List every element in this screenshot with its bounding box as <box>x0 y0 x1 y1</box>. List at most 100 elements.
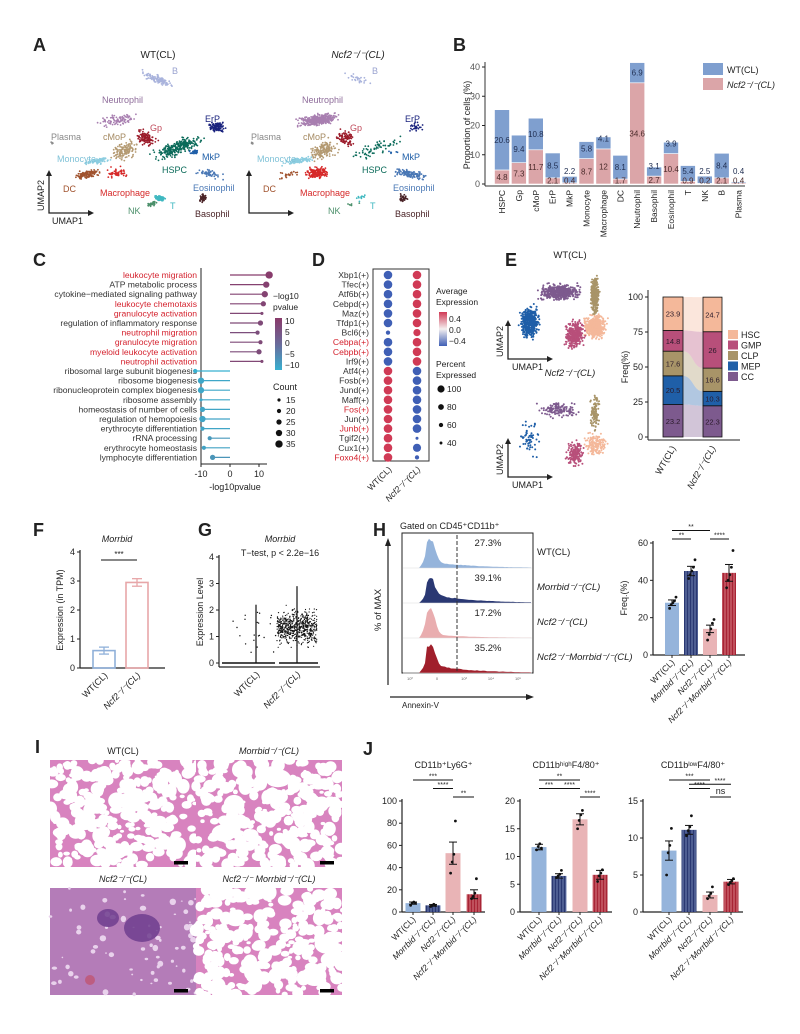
umap-point <box>97 168 99 171</box>
umap-cluster-hspc <box>352 135 402 160</box>
lollipop-dot <box>200 426 205 431</box>
umap-point <box>127 119 130 122</box>
arrow-icon <box>46 170 94 216</box>
umap-point <box>312 147 314 150</box>
dot-wt <box>383 347 393 357</box>
umap-cluster-hspc <box>149 136 206 162</box>
umap-point <box>601 323 604 326</box>
umap-point <box>125 174 128 177</box>
umap-point <box>526 316 529 319</box>
umap-point <box>309 166 311 169</box>
dot-ncf2 <box>412 405 422 414</box>
panel-label-b: B <box>453 35 466 55</box>
size-legend-dot <box>275 429 283 437</box>
umap-point <box>90 169 93 171</box>
umap-point <box>576 321 579 324</box>
umap-point <box>358 78 361 80</box>
umap-point <box>148 141 151 143</box>
umap-point <box>569 338 571 341</box>
umap-point <box>138 129 141 131</box>
umap-point <box>315 166 318 169</box>
umap-point <box>314 146 317 149</box>
umap-point <box>355 154 358 157</box>
umap-point <box>570 344 573 347</box>
umap-point <box>413 175 415 178</box>
dotplot-frame <box>372 268 430 462</box>
umap-point <box>85 161 88 164</box>
umap-point <box>199 200 202 203</box>
umap-point <box>531 316 534 318</box>
umap-point <box>169 82 172 84</box>
umap-point <box>130 143 133 145</box>
umap-cluster-label: Eosinophil <box>193 183 235 193</box>
umap-point <box>125 146 128 149</box>
umap-point <box>310 120 313 122</box>
umap-point <box>538 318 541 321</box>
umap-point <box>169 154 172 157</box>
umap-point <box>521 323 524 326</box>
umap-point <box>527 327 530 330</box>
x-tick-label: HSPC <box>497 190 507 214</box>
size-legend-label: 80 <box>447 402 457 412</box>
bar-value-label: 3.1 <box>649 162 661 171</box>
umap-cluster-label: HSPC <box>362 165 388 175</box>
umap-cluster-label: DC <box>63 184 76 194</box>
umap-point <box>128 138 131 141</box>
umap-point <box>83 174 86 177</box>
umap-cluster-label: Plasma <box>51 132 81 142</box>
umap-point <box>536 323 539 326</box>
umap-point <box>567 284 569 287</box>
umap-point <box>593 280 596 283</box>
umap-point <box>120 158 123 161</box>
umap-point <box>594 303 597 306</box>
go-term-label: neutrophil activation <box>121 356 198 366</box>
umap-point <box>138 139 141 141</box>
umap-point <box>204 197 207 199</box>
umap-point <box>124 115 127 118</box>
umap-point <box>373 148 376 151</box>
umap-point <box>532 328 535 330</box>
umap-point <box>161 196 164 199</box>
umap-point <box>117 172 120 175</box>
umap-point <box>380 146 382 149</box>
umap-point <box>171 85 173 87</box>
umap-point <box>316 169 319 172</box>
umap-point <box>525 314 528 317</box>
umap-point <box>344 140 347 143</box>
umap-point <box>211 170 214 172</box>
umap-point <box>350 137 353 140</box>
umap-point <box>597 323 600 325</box>
umap-point <box>120 172 123 175</box>
size-legend-dot <box>438 422 444 428</box>
umap-point <box>584 320 587 323</box>
umap-point <box>151 139 154 142</box>
umap-point <box>193 152 195 155</box>
umap-point <box>167 153 170 156</box>
umap-point <box>352 76 355 79</box>
umap-point <box>321 155 324 158</box>
umap-point <box>123 159 126 162</box>
x-axis-label: -log10pvalue <box>209 482 261 492</box>
umap-point <box>114 154 117 157</box>
umap-point <box>152 201 154 204</box>
umap-cluster-eosinophil <box>195 168 225 181</box>
umap-cluster-eosinophil <box>394 168 427 181</box>
bar-value-label: 0.2 <box>699 176 711 185</box>
umap-point <box>313 160 316 163</box>
umap-point <box>338 135 341 138</box>
umap-point <box>592 336 595 339</box>
dot-ncf2 <box>414 455 420 460</box>
umap-point <box>326 173 328 176</box>
umap-point <box>295 118 297 121</box>
umap-point <box>78 170 81 173</box>
umap-point <box>573 324 576 327</box>
umap-point <box>155 201 158 204</box>
umap-point <box>401 195 404 198</box>
umap-point <box>97 174 100 177</box>
umap-point <box>209 128 212 131</box>
umap-point <box>125 142 128 144</box>
umap-point <box>93 169 95 171</box>
umap-point <box>179 141 182 144</box>
